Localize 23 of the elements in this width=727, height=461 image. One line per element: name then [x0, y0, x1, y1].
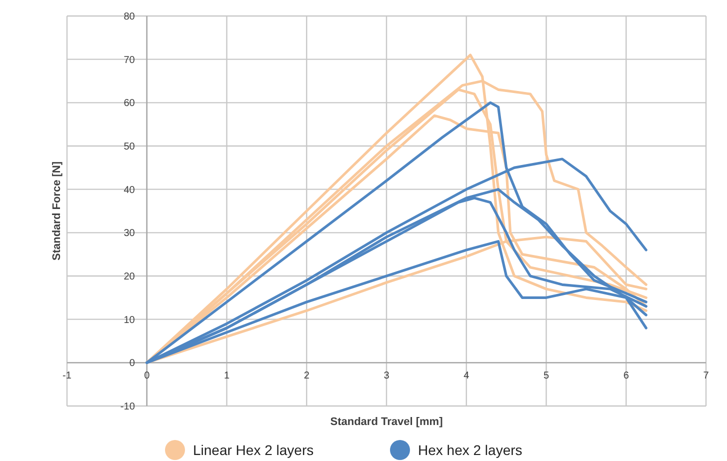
y-tick-label: -10	[120, 402, 136, 412]
y-tick-label: 60	[124, 98, 136, 110]
x-tick-label: 0	[144, 370, 150, 382]
x-axis-title: Standard Travel [mm]	[330, 416, 444, 428]
y-tick-label: 30	[124, 228, 136, 240]
y-tick-label: 20	[124, 272, 136, 282]
x-tick-label: -1	[62, 370, 72, 382]
x-tick-label: 7	[703, 370, 710, 382]
y-tick-label: 50	[124, 142, 136, 152]
legend-label: Linear Hex 2 layers	[193, 442, 314, 458]
x-tick-label: 5	[543, 370, 550, 382]
y-tick-label: 10	[124, 314, 136, 326]
y-tick-label: 40	[124, 184, 136, 196]
x-tick-label: 2	[304, 370, 310, 382]
y-tick-label: 70	[124, 54, 136, 66]
y-axis-title: Standard Force [N]	[51, 161, 63, 261]
x-tick-label: 1	[224, 370, 230, 382]
y-tick-label: 0	[129, 358, 136, 370]
legend-label: Hex hex 2 layers	[418, 442, 522, 458]
x-tick-label: 6	[623, 370, 630, 382]
x-tick-label: 4	[464, 370, 470, 382]
x-tick-label: 3	[384, 370, 390, 382]
y-tick-label: 80	[124, 12, 136, 22]
